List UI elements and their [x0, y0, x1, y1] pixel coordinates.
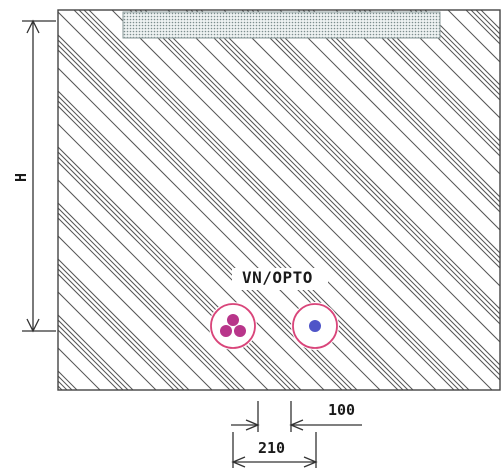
hatch-line	[0, 0, 78, 468]
hatch-line	[58, 11, 437, 390]
hatch-line	[134, 10, 500, 376]
hatch-line	[58, 156, 292, 390]
hatch-line	[58, 34, 414, 390]
hatch-line	[139, 10, 500, 371]
hatch-line	[223, 10, 500, 287]
hatch-line	[78, 10, 460, 390]
hatch-line	[58, 375, 73, 390]
hatch-line	[353, 10, 500, 157]
hatch-line	[0, 0, 40, 468]
hatch-line	[58, 161, 287, 390]
height-dimension-label: H	[12, 172, 31, 183]
hatch-line	[58, 385, 63, 390]
hatch-line	[58, 100, 348, 390]
warning-tape	[122, 11, 441, 39]
hatch-line	[335, 10, 500, 175]
hatch-line	[0, 0, 96, 468]
hatch-line	[494, 0, 504, 468]
hatch-line	[190, 10, 500, 320]
hatch-line	[58, 151, 297, 390]
hatch-line	[58, 235, 213, 390]
hatch-line	[0, 0, 50, 468]
hatch-line	[0, 0, 111, 468]
hatch-line	[470, 10, 500, 40]
hatch-line	[88, 10, 470, 390]
trench-outline	[57, 9, 501, 391]
hatch-line	[58, 263, 185, 390]
hatch-line	[0, 0, 45, 468]
hatch-line	[0, 0, 55, 468]
hatch-line	[414, 10, 500, 96]
hatch-line	[129, 10, 500, 381]
hatch-line	[58, 217, 231, 390]
hatch-line	[58, 49, 399, 390]
hatch-line	[424, 10, 500, 86]
hatch-line	[83, 10, 465, 390]
hatch-line	[0, 0, 134, 468]
fiber-core-icon	[309, 320, 321, 332]
hatch-line	[73, 10, 455, 390]
hatch-line	[185, 10, 500, 325]
offset-dimension	[231, 401, 362, 432]
hatch-line	[200, 10, 500, 310]
hatch-line	[58, 105, 343, 390]
hatch-line	[58, 44, 404, 390]
hatch-line	[58, 146, 302, 390]
cable-bundle-icon	[220, 314, 246, 337]
hatch-line	[409, 10, 500, 101]
hatch-line	[58, 90, 358, 390]
hatch-line	[167, 10, 500, 343]
hatch-line	[0, 0, 101, 468]
hatch-line	[144, 10, 500, 366]
hatch-line	[251, 10, 500, 259]
hatch-line	[419, 10, 500, 91]
hatch-line	[307, 10, 500, 203]
spacing-dimension	[231, 432, 318, 468]
label-clear-area	[232, 268, 328, 290]
hatch-line	[241, 10, 500, 269]
hatch-line	[312, 10, 500, 198]
hatch-line	[58, 347, 101, 390]
height-dimension	[22, 19, 56, 333]
offset-dimension-label: 100	[328, 401, 356, 419]
hatch-line	[111, 10, 493, 390]
spacing-dimension-label: 210	[258, 439, 286, 457]
hatch-line	[58, 39, 409, 390]
hatch-line	[58, 212, 236, 390]
hatch-line	[58, 123, 325, 390]
hatch-line	[58, 202, 246, 390]
hatch-line	[58, 324, 124, 390]
hatch-line	[279, 10, 500, 231]
hatch-line	[58, 329, 119, 390]
hatch-line	[58, 67, 381, 390]
hatch-line	[246, 10, 500, 264]
hatch-line	[58, 207, 241, 390]
hatch-line	[358, 10, 500, 152]
hatch-line	[58, 95, 353, 390]
hatch-line	[368, 10, 500, 142]
hatch-line	[297, 10, 500, 213]
hatch-line	[302, 10, 500, 208]
cable-group-label: VN/OPTO	[242, 268, 313, 287]
hatch-line	[256, 10, 500, 254]
hatch-line	[58, 291, 157, 390]
hatch-line	[363, 10, 500, 147]
hatch-line	[0, 0, 106, 468]
hatch-line	[391, 10, 500, 119]
hatch-line	[195, 10, 500, 315]
hatch-line	[58, 179, 269, 390]
